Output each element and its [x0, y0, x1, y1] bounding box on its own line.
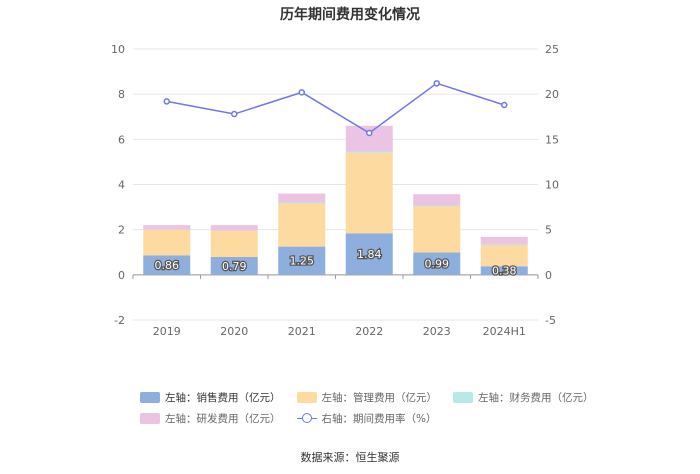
right-axis-tick-label: 25	[545, 43, 559, 56]
bar-segment-3	[413, 194, 461, 206]
legend-item-sales[interactable]: 左轴：销售费用（亿元）	[140, 390, 281, 405]
legend-swatch-admin	[296, 391, 317, 403]
x-axis-tick-label: 2022	[355, 325, 383, 338]
left-axis-tick-label: 8	[118, 88, 125, 101]
right-axis-tick-label: 15	[545, 133, 559, 146]
bar-segment-2	[278, 202, 326, 204]
bar-data-label: 1.84	[357, 248, 382, 261]
data-source: 数据来源：恒生聚源	[300, 451, 400, 464]
legend-swatch-rnd	[140, 412, 160, 424]
right-axis-tick-label: -5	[545, 314, 556, 327]
legend-label-admin: 左轴：管理费用（亿元）	[321, 391, 438, 404]
bar-segment-1	[210, 230, 258, 257]
right-axis-tick-label: 5	[545, 224, 552, 237]
left-axis-tick-label: 0	[118, 269, 125, 282]
bar-segment-3	[480, 236, 528, 245]
left-axis-tick-label: 2	[118, 224, 125, 237]
legend-item-expense-rate[interactable]: 右轴：期间费用率（%）	[296, 411, 437, 426]
legend-label-sales: 左轴：销售费用（亿元）	[165, 391, 281, 404]
chart-title: 历年期间费用变化情况	[280, 7, 420, 23]
bar-segment-3	[278, 193, 326, 203]
x-axis-tick-label: 2023	[423, 325, 451, 338]
bar-segment-0	[413, 252, 461, 275]
x-axis-tick-label: 2019	[153, 325, 181, 338]
bar-segment-2	[345, 151, 393, 153]
legend-label-expense-rate: 右轴：期间费用率（%）	[321, 412, 437, 425]
legend-item-admin[interactable]: 左轴：管理费用（亿元）	[296, 390, 438, 405]
legend-row-2: 左轴：研发费用（亿元） 右轴：期间费用率（%）	[140, 409, 570, 427]
expense-rate-point	[231, 110, 238, 118]
bar-segment-1	[480, 244, 528, 267]
bar-segment-1	[413, 205, 461, 253]
bar-segment-1	[278, 203, 326, 247]
right-axis-tick-label: 20	[545, 88, 559, 101]
bar-segment-0	[143, 255, 191, 275]
bar-segment-0	[210, 256, 258, 275]
bar-data-label: 0.99	[425, 258, 450, 271]
x-axis-tick-label: 2021	[288, 325, 316, 338]
legend-row-1: 左轴：销售费用（亿元） 左轴：管理费用（亿元） 左轴：财务费用（亿元）	[140, 388, 594, 406]
bar-segment-0	[480, 266, 528, 275]
expense-rate-point	[433, 80, 440, 87]
left-axis-tick-label: 4	[118, 179, 125, 192]
bar-data-label: 0.86	[155, 259, 180, 272]
x-axis-tick-label: 2024H1	[483, 325, 526, 338]
bar-segment-1	[143, 229, 191, 256]
bar-segment-3	[210, 225, 258, 231]
expense-rate-point	[366, 129, 373, 137]
bar-segment-0	[345, 233, 393, 275]
expense-rate-line	[166, 82, 505, 134]
bar-segment-2	[480, 244, 528, 246]
left-axis-tick-label: -2	[114, 314, 125, 327]
bar-data-label: 1.25	[290, 255, 315, 268]
legend-swatch-finance	[453, 391, 473, 403]
left-axis-tick-label: 6	[118, 133, 125, 146]
expense-rate-point	[163, 98, 170, 105]
right-axis-tick-label: 10	[545, 179, 559, 192]
x-axis-tick-label: 2020	[220, 325, 248, 338]
bar-data-label: 0.79	[222, 260, 247, 273]
right-axis-tick-label: 0	[545, 269, 552, 282]
legend-label-finance: 左轴：财务费用（亿元）	[478, 391, 594, 404]
bar-data-label: 0.38	[492, 265, 517, 278]
legend-line-marker-icon	[296, 413, 317, 424]
expense-rate-point	[298, 89, 305, 96]
chart-legend: 左轴：销售费用（亿元） 左轴：管理费用（亿元） 左轴：财务费用（亿元） 左轴：研…	[140, 388, 594, 430]
legend-label-rnd: 左轴：研发费用（亿元）	[165, 412, 281, 425]
bar-segment-3	[143, 225, 191, 230]
expense-rate-point	[501, 101, 508, 109]
legend-swatch-sales	[140, 391, 160, 403]
left-axis-tick-label: 10	[111, 43, 125, 56]
legend-item-finance[interactable]: 左轴：财务费用（亿元）	[453, 390, 594, 405]
bar-segment-0	[278, 246, 326, 275]
bar-segment-1	[345, 152, 393, 234]
bar-segment-2	[413, 205, 461, 207]
legend-item-rnd[interactable]: 左轴：研发费用（亿元）	[140, 411, 281, 426]
bar-segment-3	[345, 125, 393, 152]
